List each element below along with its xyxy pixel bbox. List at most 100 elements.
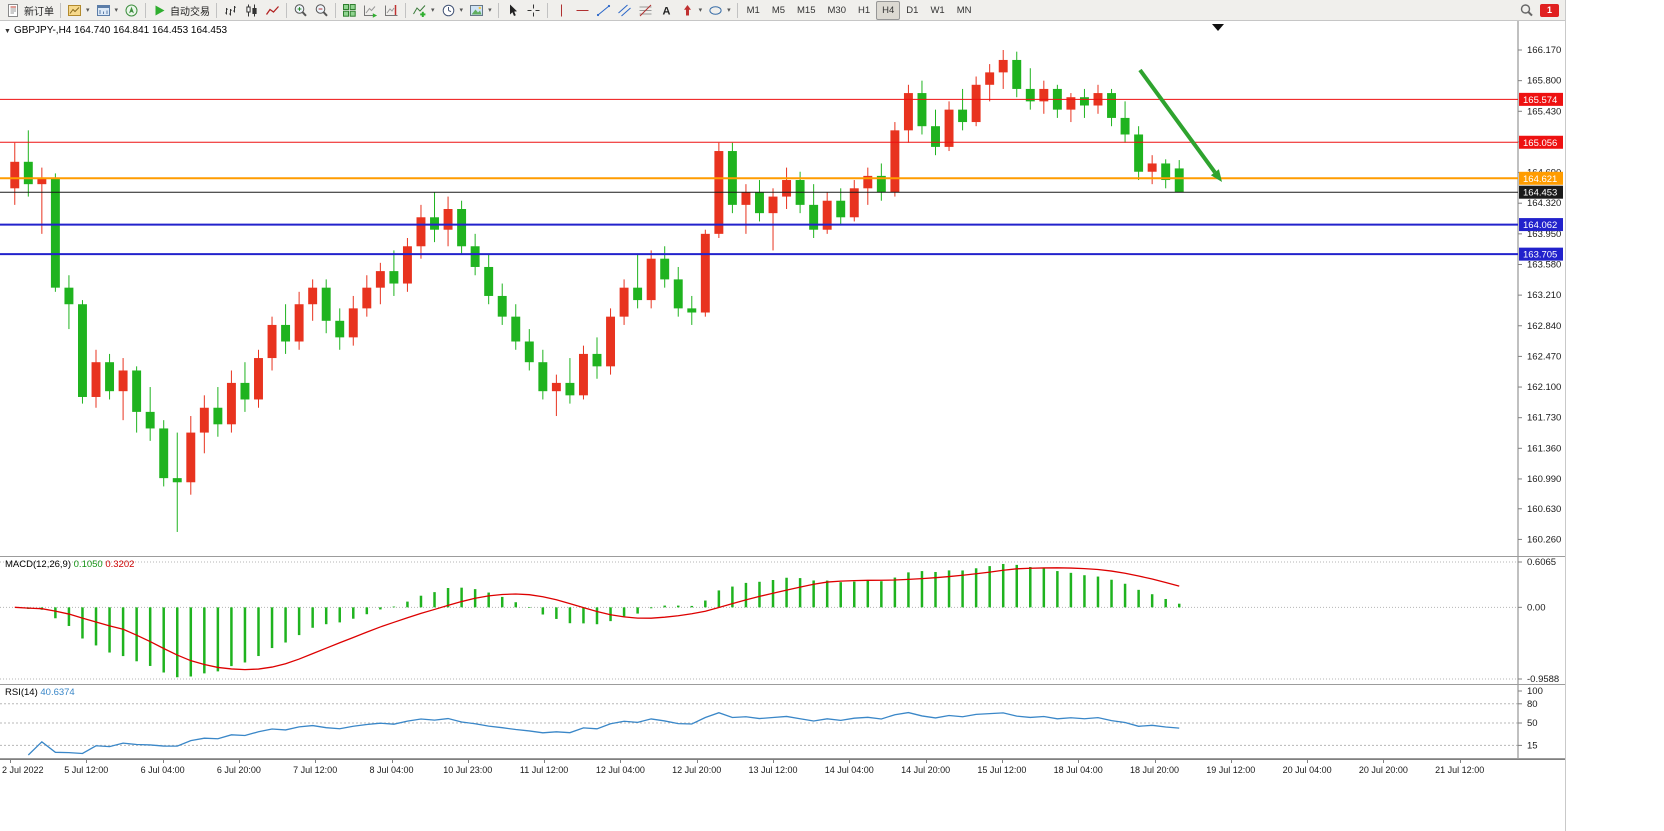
chart-shift-marker[interactable] [1212,24,1224,31]
templates-button[interactable]: ▾ [466,1,495,20]
candle [863,175,873,189]
pane-separator[interactable] [0,556,1565,557]
fibonacci-button[interactable] [635,1,656,20]
horizontal-line-icon [575,3,590,18]
mt4-window: 新订单 ▾ ▾ 自动交易 [0,0,1566,831]
candle [1134,134,1144,172]
candle [1079,97,1089,106]
timeframe-m1-button[interactable]: M1 [746,4,760,16]
chart-shift-icon [384,3,399,18]
pane-separator[interactable] [0,758,1565,759]
candle [23,161,33,185]
svg-text:A: A [662,5,670,17]
time-axis-label: 20 Jul 04:00 [1282,765,1332,775]
candlestick-chart-button[interactable] [241,1,262,20]
notification-badge[interactable]: 1 [1540,3,1559,17]
periods-button[interactable]: ▾ [438,1,467,20]
time-axis[interactable]: 2 Jul 2022 5 Jul 12:00 6 Jul 04:00 6 Jul 20… [0,759,1565,782]
candle [348,308,358,338]
candle [1107,93,1116,118]
timeframe-m15-button[interactable]: M15 [797,4,816,16]
main-chart-pane[interactable]: 166.170165.800165.430165.060164.690164.3… [0,21,1565,556]
price-line-label [1519,92,1563,106]
timeframe-d1-button[interactable]: D1 [906,4,919,16]
rsi-pane[interactable]: 100 80 50 15 [0,685,1565,758]
candle [1161,163,1171,181]
time-axis-label: 2 Jul 2022 [2,765,44,775]
candle [917,93,927,127]
candle [64,287,74,305]
timeframe-h1-button[interactable]: H1 [857,4,871,16]
candle [700,233,710,313]
toolbar-separator [145,2,147,18]
bars-chart-icon [223,3,238,18]
timeframe-w1-button[interactable]: W1 [930,4,945,16]
candle [1147,163,1157,172]
zoom-in-button[interactable] [290,1,311,20]
rsi-line [27,711,1180,756]
timeframe-m5-button[interactable]: M5 [771,4,786,16]
macd-pane[interactable]: 0.6065 0.00 -0.9588 [0,557,1565,685]
indicators-button[interactable]: ▾ [409,1,438,20]
chart-title: ▼ GBPJPY-,H4 164.740 164.841 164.453 164.… [4,25,227,36]
shapes-icon [708,3,723,18]
candle [985,72,995,85]
trendline-button[interactable] [593,1,614,20]
new-order-button[interactable]: 新订单 [3,1,57,20]
time-axis-label: 15 Jul 12:00 [977,765,1027,775]
bars-chart-button[interactable] [220,1,241,20]
auto-trading-button[interactable]: 自动交易 [149,1,213,20]
channel-button[interactable] [614,1,635,20]
candle [931,126,940,147]
candle [240,382,250,400]
candle [105,362,115,392]
candle [578,353,588,396]
new-chart-button[interactable]: ▾ [64,1,93,20]
timeframe-mn-button[interactable]: MN [956,4,972,16]
cursor-button[interactable] [502,1,523,20]
horizontal-line-button[interactable] [572,1,593,20]
candle [470,246,480,267]
candle [755,192,764,214]
timeframe-m30-button[interactable]: M30 [827,4,846,16]
zoom-out-icon [314,3,329,18]
price-axis[interactable]: 166.170165.800165.430165.060164.690164.3… [1518,45,1561,545]
one-click-trading-toggle-icon[interactable]: ▼ [4,28,11,35]
svg-text:163.950: 163.950 [1527,229,1561,240]
candle [362,287,372,309]
auto-scroll-button[interactable] [360,1,381,20]
candle [118,370,128,392]
timeframe-h4-button[interactable]: H4 [876,0,901,20]
ohlc-readout: 164.740 164.841 164.453 164.453 [74,25,228,36]
text-button[interactable]: A [656,1,677,20]
candle [335,320,345,338]
candle [375,271,385,288]
chart-shift-button[interactable] [381,1,402,20]
tile-windows-button[interactable] [339,1,360,20]
time-axis-label: 18 Jul 04:00 [1053,765,1103,775]
search-icon [1519,3,1534,18]
trend-arrow-annotation[interactable] [1138,68,1217,174]
arrows-icon [680,3,695,18]
auto-trading-label: 自动交易 [170,6,211,18]
candle [226,382,236,425]
line-chart-button[interactable] [262,1,283,20]
candle [199,407,209,433]
auto-scroll-icon [363,3,378,18]
profiles-button[interactable]: ▾ [93,1,122,20]
macd-chart: 0.6065 0.00 -0.9588 [0,557,1559,685]
vertical-line-button[interactable] [551,1,572,20]
pane-separator[interactable] [0,684,1565,685]
crosshair-button[interactable] [523,1,544,20]
arrows-button[interactable]: ▾ [677,1,706,20]
time-axis-label: 7 Jul 12:00 [293,765,338,775]
shapes-button[interactable]: ▾ [705,1,734,20]
trend-arrow-head [1210,169,1222,182]
vertical-line-icon [554,3,569,18]
search-button[interactable] [1516,1,1537,20]
candle [633,287,643,301]
navigator-button[interactable] [121,1,142,20]
candle [876,175,886,193]
zoom-out-button[interactable] [311,1,332,20]
candle [159,428,169,479]
